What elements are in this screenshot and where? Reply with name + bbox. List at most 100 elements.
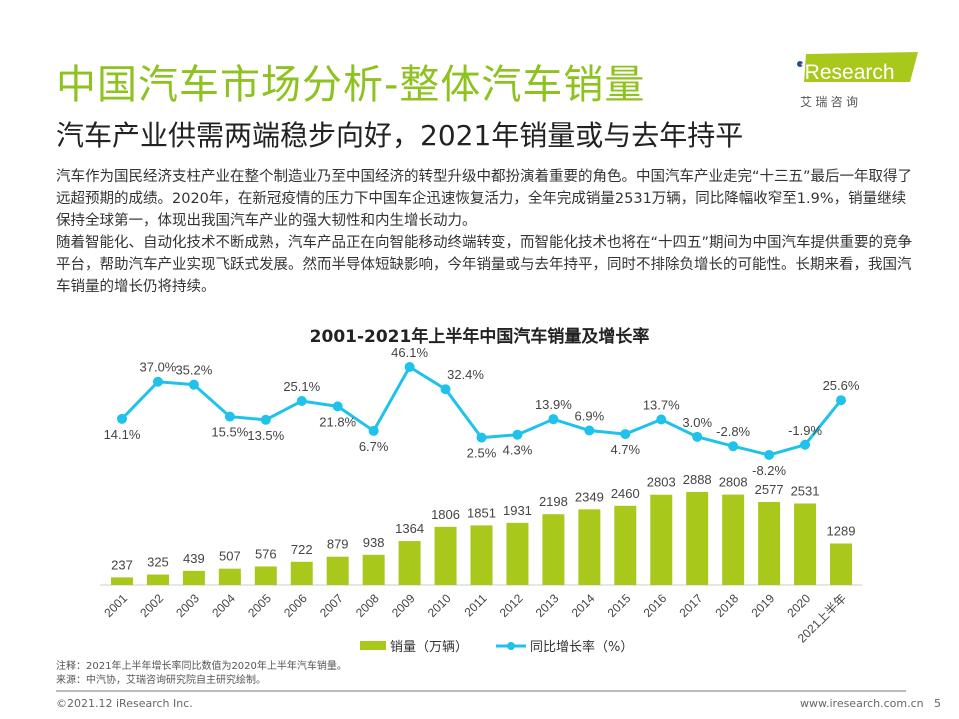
paragraph: 随着智能化、自动化技术不断成熟，汽车产品正在向智能移动终端转变，而智能化技术也将… — [56, 235, 913, 295]
growth-point — [800, 439, 811, 450]
growth-point — [188, 379, 199, 390]
body-text: 汽车作为国民经济支柱产业在整个制造业乃至中国经济的转型升级中都扮演着重要的角色。… — [56, 166, 916, 298]
x-tick-label: 2020 — [784, 591, 813, 620]
bar — [182, 570, 205, 585]
page-number: 5 — [934, 697, 941, 710]
growth-point — [548, 414, 559, 425]
bar-label: 1851 — [467, 505, 496, 520]
growth-label: 25.6% — [823, 378, 860, 393]
bar-label: 722 — [291, 542, 313, 557]
x-tick-label: 2015 — [605, 591, 634, 620]
x-tick-label: 2003 — [173, 591, 202, 620]
growth-point — [620, 429, 631, 440]
growth-label: 37.0% — [140, 360, 177, 375]
x-tick-label: 2017 — [677, 591, 706, 620]
bar-label: 2803 — [647, 475, 676, 490]
bar-label: 938 — [363, 535, 385, 550]
source-text: 来源：中汽协，艾瑞咨询研究院自主研究绘制。 — [56, 675, 266, 686]
bar-label: 237 — [111, 557, 133, 572]
growth-label: 13.9% — [535, 397, 572, 412]
bar-label: 2531 — [791, 484, 820, 499]
bar-label: 2808 — [719, 475, 748, 490]
x-tick-label: 2011 — [461, 591, 489, 619]
footer-url[interactable]: www.iresearch.com.cn — [800, 697, 924, 710]
x-tick-label: 2004 — [209, 591, 238, 620]
bar — [542, 514, 565, 585]
bar — [362, 554, 385, 585]
x-tick-label: 2013 — [533, 591, 562, 620]
bar — [326, 556, 349, 585]
growth-point — [368, 425, 379, 436]
growth-point — [728, 441, 739, 452]
bar-label: 1364 — [395, 521, 424, 536]
growth-label: 13.7% — [643, 397, 680, 412]
growth-label: 4.3% — [503, 443, 533, 458]
x-tick-label: 2001 — [101, 591, 130, 620]
x-tick-label: 2010 — [425, 591, 454, 620]
bar-label: 2198 — [539, 494, 568, 509]
growth-point — [224, 411, 235, 422]
growth-label: 6.9% — [575, 409, 605, 424]
growth-label: 46.1% — [391, 345, 428, 360]
svg-text:iResearch: iResearch — [800, 61, 895, 84]
growth-point — [836, 395, 846, 406]
growth-point — [332, 401, 343, 412]
bar-label: 879 — [327, 537, 349, 552]
bar — [578, 509, 601, 585]
page-subtitle: 汽车产业供需两端稳步向好，2021年销量或与去年持平 — [56, 119, 744, 152]
growth-point — [440, 384, 451, 395]
bar — [254, 566, 277, 585]
legend-sales: 销量（万辆） — [360, 636, 468, 655]
bar — [758, 502, 781, 585]
bar — [794, 503, 817, 585]
growth-label: 32.4% — [447, 367, 484, 382]
legend-growth: 同比增长率（%） — [496, 636, 633, 655]
x-tick-label: 2005 — [245, 591, 274, 620]
x-tick-label: 2016 — [641, 591, 670, 620]
bar-label: 576 — [255, 546, 277, 561]
x-tick-label: 2002 — [137, 591, 166, 620]
growth-label: 6.7% — [359, 439, 389, 454]
bar — [146, 574, 169, 585]
x-tick-label: 2019 — [748, 591, 777, 620]
bar-label: 1806 — [431, 507, 460, 522]
bar — [218, 568, 241, 585]
growth-label: -2.8% — [716, 424, 750, 439]
growth-label: -1.9% — [788, 423, 822, 438]
bar-label: 2349 — [575, 489, 604, 504]
bar — [398, 541, 421, 585]
chart-legend: 销量（万辆） 同比增长率（%） — [360, 636, 633, 655]
growth-point — [117, 413, 127, 424]
growth-label: 15.5% — [211, 425, 248, 440]
bar-label: 1289 — [827, 523, 856, 538]
bar-label: 2460 — [611, 486, 640, 501]
paragraph: 汽车作为国民经济支柱产业在整个制造业乃至中国经济的转型升级中都扮演着重要的角色。… — [56, 169, 913, 229]
svg-text:艾 瑞 咨 询: 艾 瑞 咨 询 — [800, 94, 858, 109]
bar-label: 2888 — [683, 472, 712, 487]
growth-point — [656, 414, 667, 425]
growth-point — [260, 414, 271, 425]
growth-label: 13.5% — [247, 428, 284, 443]
growth-point — [584, 425, 595, 436]
footer-divider — [56, 690, 906, 692]
bar — [650, 494, 673, 585]
x-tick-label: 2009 — [389, 591, 418, 620]
growth-label: 21.8% — [319, 414, 356, 429]
growth-point — [404, 362, 415, 372]
bar — [470, 525, 493, 585]
growth-label: 3.0% — [682, 415, 712, 430]
x-tick-label: 2008 — [353, 591, 382, 620]
growth-label: 25.1% — [283, 379, 320, 394]
bar — [434, 526, 457, 585]
x-tick-label: 2007 — [317, 591, 346, 620]
growth-point — [512, 429, 523, 440]
growth-label: 14.1% — [104, 427, 141, 442]
x-tick-label: 2018 — [712, 591, 741, 620]
growth-point — [296, 396, 307, 407]
bar-label: 2577 — [755, 482, 784, 497]
x-tick-label: 2014 — [569, 591, 598, 620]
bar-label: 439 — [183, 551, 205, 566]
chart-title: 2001-2021年上半年中国汽车销量及增长率 — [309, 327, 650, 347]
bar — [614, 505, 637, 585]
